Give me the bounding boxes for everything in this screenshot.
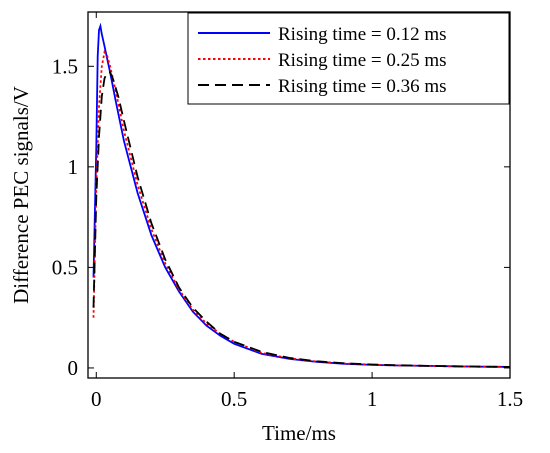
x-tick-label: 1.5 — [497, 387, 523, 411]
series-layer — [92, 22, 511, 368]
y-axis-label: Difference PEC signals/V — [9, 86, 33, 304]
y-tick-label: 1 — [68, 155, 79, 179]
y-tick-label: 0.5 — [52, 255, 78, 279]
x-tick-label: 1 — [367, 387, 378, 411]
legend-label-1: Rising time = 0.12 ms — [278, 24, 447, 45]
series-line-3 — [92, 71, 511, 368]
x-axis-label: Time/ms — [262, 421, 336, 445]
legend: Rising time = 0.12 ms Rising time = 0.25 … — [187, 12, 510, 105]
legend-box — [187, 12, 510, 105]
y-tick-label: 1.5 — [52, 54, 78, 78]
legend-label-2: Rising time = 0.25 ms — [278, 50, 447, 71]
y-tick-label: 0 — [68, 356, 79, 380]
x-tick-label: 0 — [91, 387, 102, 411]
x-tick-label: 0.5 — [221, 387, 247, 411]
plot-area — [87, 11, 511, 379]
legend-label-3: Rising time = 0.36 ms — [278, 76, 447, 97]
